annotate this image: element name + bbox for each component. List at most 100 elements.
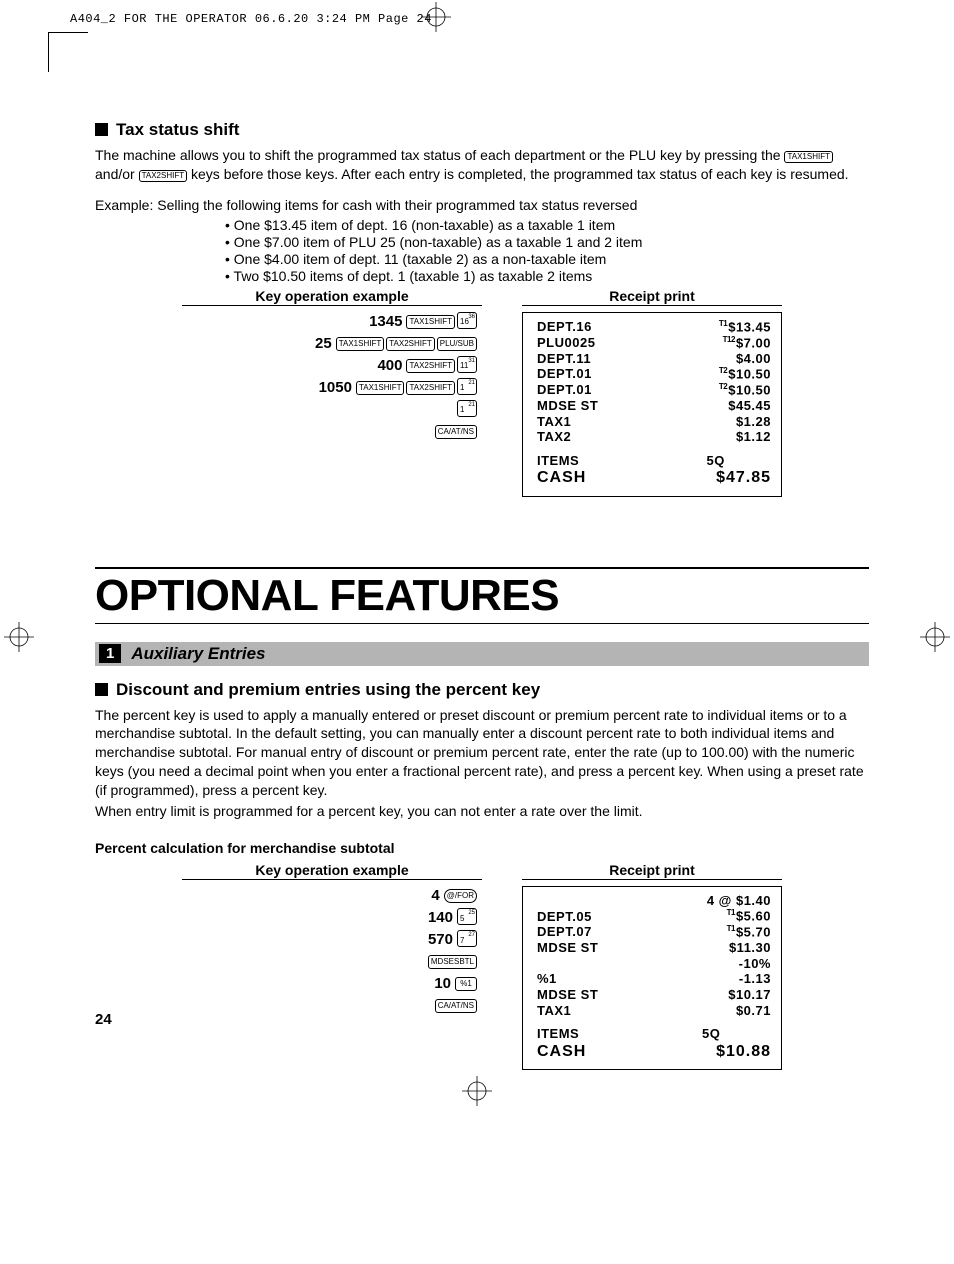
example-columns-2: Key operation example 4@/FOR 140255 5702…	[95, 862, 869, 1070]
tax1shift-key: TAX1SHIFT	[784, 151, 833, 163]
discount-heading: Discount and premium entries using the p…	[95, 680, 869, 700]
receipt-label: DEPT.07	[537, 924, 651, 940]
discount-body: The percent key is used to apply a manua…	[95, 706, 869, 800]
keyop-row: 400TAX2SHIFT3111	[182, 355, 478, 376]
tax-sub: T1	[727, 908, 735, 917]
amount: $13.45	[728, 319, 771, 334]
key-main: 1	[460, 404, 464, 415]
receipt-row: TAX1$0.71	[537, 1003, 771, 1019]
receipt-row: DEPT.01T2$10.50	[537, 382, 771, 398]
cash-amount: $10.88	[651, 1042, 771, 1061]
receipt-amount: $1.28	[660, 414, 771, 430]
keyop-row: 4@/FOR	[182, 885, 478, 906]
receipt-items-row: ITEMS5Q	[537, 1026, 771, 1042]
header-imprint: A404_2 FOR THE OPERATOR 06.6.20 3:24 PM …	[70, 12, 432, 26]
key-main: 1	[460, 382, 464, 393]
square-bullet-icon	[95, 683, 108, 696]
entry-num: 1050	[319, 379, 352, 396]
example-columns: Key operation example 1345TAX1SHIFT3616 …	[95, 288, 869, 497]
receipt-items-row: ITEMS5Q	[537, 453, 771, 469]
receipt-label: DEPT.01	[537, 382, 660, 398]
keyop-row: 1345TAX1SHIFT3616	[182, 311, 478, 332]
cash-amount: $47.85	[660, 468, 771, 487]
keyop-heading: Key operation example	[182, 862, 482, 880]
items-count: 5Q	[660, 453, 771, 469]
receipt-label: DEPT.16	[537, 319, 660, 335]
amount: $45.45	[728, 398, 771, 413]
receipt-label: TAX1	[537, 1003, 651, 1019]
receipt-cash-row: CASH$10.88	[537, 1042, 771, 1061]
heading-text: Discount and premium entries using the p…	[116, 680, 540, 699]
receipt-heading: Receipt print	[522, 288, 782, 306]
tax-sub: T1	[719, 319, 727, 328]
amount: $5.60	[736, 909, 771, 924]
receipt-row: %1-1.13	[537, 971, 771, 987]
tax2shift-key: TAX2SHIFT	[386, 337, 435, 351]
registration-mark-icon	[462, 1076, 492, 1106]
receipt-amount: T2$10.50	[660, 382, 771, 398]
tax1shift-key: TAX1SHIFT	[406, 315, 455, 329]
key-operation: 1345TAX1SHIFT3616 25TAX1SHIFTTAX2SHIFTPL…	[182, 306, 482, 442]
receipt-qty-price: 4 @ $1.40	[651, 893, 771, 909]
keyop-row: 1050TAX1SHIFTTAX2SHIFT211	[182, 377, 478, 398]
key-main: 11	[460, 360, 468, 371]
key-sup: 31	[468, 357, 475, 365]
caatns-key: CA/AT/NS	[435, 999, 477, 1013]
receipt-amount: T12$7.00	[660, 335, 771, 351]
example-block: Example: Selling the following items for…	[95, 196, 869, 284]
tax-sub: T2	[719, 382, 727, 391]
keyop-row: 10%1	[182, 973, 478, 994]
receipt-row: MDSE ST$11.30	[537, 940, 771, 956]
receipt-amount: -1.13	[651, 971, 771, 987]
square-bullet-icon	[95, 123, 108, 136]
receipt-box: 4 @ $1.40 DEPT.05T1$5.60 DEPT.07T1$5.70 …	[522, 886, 782, 1070]
key-operation-col: Key operation example 4@/FOR 140255 5702…	[182, 862, 482, 1070]
receipt-print: DEPT.16T1$13.45 PLU0025T12$7.00 DEPT.11$…	[537, 319, 771, 488]
entry-num: 400	[377, 357, 402, 374]
amount: $1.28	[736, 414, 771, 429]
receipt-amount: -10%	[651, 956, 771, 972]
plusub-key: PLU/SUB	[437, 337, 477, 351]
dept-key: 255	[457, 908, 477, 925]
keyop-row: MDSESBTL	[182, 951, 478, 972]
content: Tax status shift The machine allows you …	[95, 120, 869, 1070]
receipt-amount: $11.30	[651, 940, 771, 956]
receipt-amount: $1.12	[660, 429, 771, 445]
discount-body2: When entry limit is programmed for a per…	[95, 802, 869, 821]
amount: $10.50	[728, 382, 771, 397]
receipt-label: MDSE ST	[537, 940, 651, 956]
tax-sub: T2	[719, 366, 727, 375]
amount: $5.70	[736, 925, 771, 940]
example-bullets: One $13.45 item of dept. 16 (non-taxable…	[185, 217, 869, 284]
page: A404_2 FOR THE OPERATOR 06.6.20 3:24 PM …	[0, 0, 954, 1110]
tax-sub: T1	[727, 924, 735, 933]
bullet-item: One $13.45 item of dept. 16 (non-taxable…	[225, 217, 869, 233]
entry-num: 25	[315, 335, 332, 352]
receipt-row: TAX2$1.12	[537, 429, 771, 445]
key-main: 5	[460, 913, 464, 924]
registration-mark-icon	[920, 622, 950, 652]
key-sup: 36	[468, 313, 475, 321]
page-number: 24	[95, 1011, 112, 1028]
items-label: ITEMS	[537, 1026, 651, 1042]
entry-num: 10	[434, 975, 451, 992]
receipt-label: TAX1	[537, 414, 660, 430]
key-sup: 21	[468, 379, 475, 387]
receipt-box: DEPT.16T1$13.45 PLU0025T12$7.00 DEPT.11$…	[522, 312, 782, 497]
dept-key: 3111	[457, 356, 477, 373]
dept-key: 21 1	[457, 378, 477, 395]
heading-text: Tax status shift	[116, 120, 239, 139]
tax-sub: T12	[723, 335, 735, 344]
key-sup: 21	[468, 401, 475, 409]
example-intro: Example: Selling the following items for…	[95, 196, 869, 215]
crop-mark-icon	[48, 32, 88, 72]
receipt-row: PLU0025T12$7.00	[537, 335, 771, 351]
receipt-cash-row: CASH$47.85	[537, 468, 771, 487]
items-label: ITEMS	[537, 453, 660, 469]
key-operation-col: Key operation example 1345TAX1SHIFT3616 …	[182, 288, 482, 497]
receipt-amount: T1$13.45	[660, 319, 771, 335]
dept-key: 3616	[457, 312, 477, 329]
dept-key: 21 1	[457, 400, 477, 417]
tax2shift-key: TAX2SHIFT	[139, 170, 188, 182]
entry-num: 4	[431, 887, 439, 904]
